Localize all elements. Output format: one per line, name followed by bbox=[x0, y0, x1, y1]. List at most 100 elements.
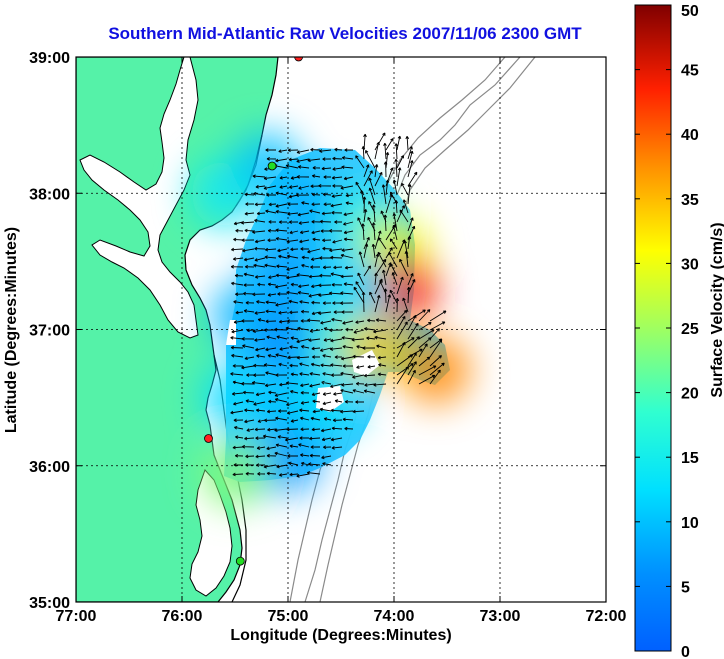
velocity-arrow bbox=[406, 286, 411, 304]
velocity-arrow bbox=[290, 419, 299, 423]
velocity-arrow bbox=[311, 230, 321, 235]
velocity-arrow bbox=[301, 201, 310, 205]
velocity-arrow bbox=[329, 248, 343, 253]
velocity-arrow bbox=[322, 462, 332, 466]
velocity-arrow bbox=[288, 157, 299, 162]
velocity-arrow bbox=[296, 273, 310, 277]
velocity-arrow bbox=[383, 161, 388, 178]
colorbar-tick-label: 50 bbox=[681, 3, 699, 20]
velocity-arrow bbox=[251, 380, 266, 385]
velocity-arrow bbox=[298, 284, 310, 289]
velocity-arrow bbox=[377, 251, 387, 268]
velocity-arrow bbox=[375, 318, 387, 322]
velocity-arrow bbox=[286, 254, 299, 259]
velocity-arrow bbox=[289, 444, 299, 448]
field-speed-point bbox=[201, 363, 269, 432]
velocity-arrow bbox=[231, 353, 244, 358]
field-speed-point bbox=[275, 172, 344, 241]
velocity-arrow bbox=[402, 199, 409, 214]
velocity-arrow bbox=[396, 316, 406, 331]
velocity-arrow bbox=[233, 401, 244, 406]
velocity-arrow bbox=[244, 211, 255, 216]
velocity-arrow bbox=[385, 138, 394, 151]
velocity-arrow bbox=[244, 436, 255, 441]
velocity-arrow bbox=[230, 410, 244, 415]
y-tick-label: 35:00 bbox=[29, 595, 70, 612]
velocity-arrow bbox=[265, 300, 277, 305]
velocity-arrow bbox=[396, 354, 414, 367]
colorbar-ticks: 0 5 10 15 20 25 30 35 40 45 50 bbox=[635, 3, 699, 659]
field-speed-point bbox=[402, 336, 471, 405]
velocity-arrow bbox=[352, 374, 365, 379]
velocity-arrow bbox=[274, 451, 288, 457]
velocity-arrow bbox=[275, 443, 288, 448]
velocity-arrow bbox=[407, 352, 417, 367]
velocity-arrow bbox=[345, 193, 354, 198]
chart-title: Southern Mid-Atlantic Raw Velocities 200… bbox=[108, 24, 582, 43]
velocity-arrow bbox=[321, 211, 332, 216]
velocity-arrow bbox=[332, 184, 343, 188]
velocity-arrow bbox=[363, 389, 376, 394]
velocity-arrow bbox=[263, 176, 277, 181]
velocity-arrow bbox=[332, 156, 343, 161]
velocity-arrow bbox=[364, 383, 376, 387]
velocity-arrow bbox=[399, 258, 409, 277]
velocity-arrow bbox=[255, 347, 266, 352]
velocity-arrow bbox=[407, 361, 417, 376]
velocity-arrow bbox=[276, 264, 288, 269]
velocity-arrow bbox=[300, 247, 310, 251]
velocity-arrow bbox=[277, 435, 288, 439]
velocity-arrow bbox=[333, 392, 343, 396]
velocity-arrow bbox=[307, 158, 321, 163]
velocity-arrow bbox=[407, 309, 426, 322]
velocity-arrow bbox=[351, 337, 365, 342]
velocity-arrow bbox=[312, 409, 321, 414]
velocity-arrow bbox=[233, 418, 244, 423]
colorbar-label: Surface Velocity (cm/s) bbox=[709, 222, 724, 397]
velocity-arrow bbox=[396, 363, 414, 376]
velocity-arrow bbox=[278, 473, 288, 477]
velocity-arrow bbox=[263, 328, 277, 332]
velocity-arrow bbox=[429, 339, 443, 358]
velocity-arrow bbox=[378, 363, 387, 367]
colorbar-tick-label: 20 bbox=[681, 386, 699, 403]
colorbar-tick-label: 30 bbox=[681, 256, 699, 273]
velocity-arrow bbox=[340, 301, 354, 305]
velocity-arrow bbox=[418, 374, 436, 385]
velocity-arrow bbox=[363, 170, 373, 187]
velocity-arrow bbox=[309, 453, 321, 458]
velocity-arrow bbox=[289, 345, 299, 349]
velocity-arrow bbox=[340, 253, 354, 259]
velocity-arrow bbox=[308, 293, 321, 298]
velocity-arrow bbox=[243, 257, 255, 262]
velocity-arrow bbox=[361, 223, 365, 241]
velocity-arrow bbox=[362, 346, 376, 350]
velocity-arrow bbox=[340, 409, 354, 414]
velocity-arrow bbox=[330, 408, 343, 413]
velocity-arrow bbox=[310, 257, 321, 262]
velocity-arrow bbox=[331, 317, 343, 322]
velocity-arrow bbox=[390, 263, 398, 277]
velocity-arrow bbox=[301, 255, 310, 260]
radar-site-marker bbox=[204, 434, 213, 443]
velocity-arrow bbox=[242, 390, 255, 395]
velocity-arrow bbox=[374, 294, 381, 313]
velocity-arrow bbox=[340, 291, 354, 295]
velocity-arrow bbox=[267, 238, 277, 243]
velocity-arrow bbox=[277, 248, 288, 253]
velocity-arrow bbox=[345, 201, 354, 205]
velocity-arrow bbox=[311, 392, 321, 397]
velocity-arrow bbox=[394, 143, 399, 160]
y-tick-label: 38:00 bbox=[29, 186, 70, 203]
velocity-arrow bbox=[310, 416, 321, 421]
velocity-arrow bbox=[418, 343, 428, 358]
velocity-arrow bbox=[275, 373, 288, 377]
velocity-arrow bbox=[323, 417, 332, 421]
velocity-arrow bbox=[374, 335, 387, 340]
chesapeake-bay bbox=[79, 57, 199, 339]
x-tick-label: 77:00 bbox=[56, 608, 97, 625]
velocity-arrow bbox=[299, 436, 309, 440]
velocity-arrow bbox=[407, 160, 414, 178]
velocity-arrow bbox=[403, 240, 409, 259]
velocity-arrow bbox=[385, 152, 390, 169]
